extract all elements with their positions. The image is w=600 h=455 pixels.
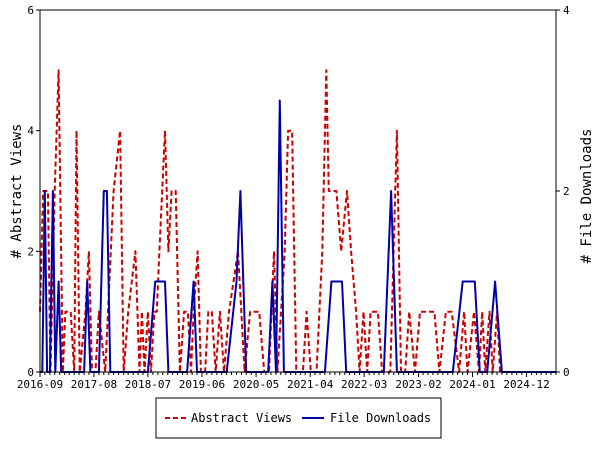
x-axis-tick-label: 2024-01 [449,378,495,391]
x-axis-tick-label: 2020-05 [233,378,279,391]
x-axis-tick-label: 2023-02 [395,378,441,391]
x-axis-tick-label: 2022-03 [341,378,387,391]
right-axis-label: # File Downloads [579,129,595,264]
left-axis-label: # Abstract Views [9,124,25,259]
left-axis-tick-label: 6 [27,4,34,17]
legend-box [155,397,442,439]
right-axis-tick-label: 2 [563,185,570,198]
legend-label-abstract-views: Abstract Views [191,411,292,425]
axes-layer: 0 2 4 6 0 2 4 2016-09 2017-08 2018-07 2019-06 2020-… [17,4,570,391]
left-axis-tick-label: 0 [27,366,34,379]
right-axis-tick-label: 4 [563,4,570,17]
legend-label-file-downloads: File Downloads [330,411,431,425]
left-axis-tick-label: 2 [27,245,34,258]
x-axis-tick-label: 2019-06 [179,378,225,391]
x-axis-tick-label: 2018-07 [125,378,171,391]
right-axis-tick-label: 0 [563,366,570,379]
x-axis-tick-label: 2016-09 [17,378,63,391]
x-axis-tick-label: 2017-08 [71,378,117,391]
left-axis-tick-label: 4 [27,125,34,138]
x-axis-tick-label: 2024-12 [503,378,549,391]
legend: Abstract Views File Downloads [155,397,442,439]
x-axis-tick-label: 2021-04 [287,378,334,391]
